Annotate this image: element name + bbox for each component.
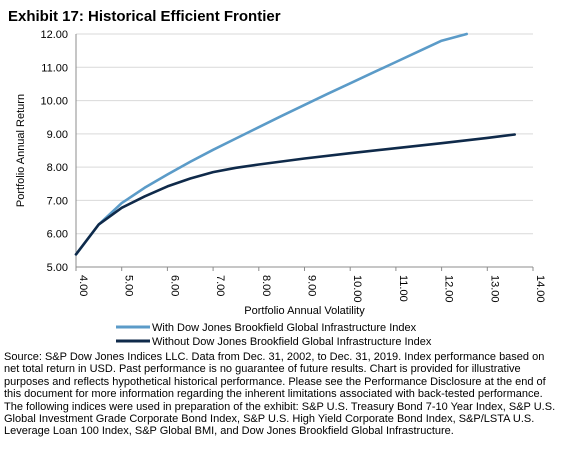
x-tick-label: 7.00	[214, 275, 226, 296]
chart-title: Exhibit 17: Historical Efficient Frontie…	[8, 8, 281, 25]
y-tick-label: 12.00	[40, 29, 68, 41]
x-tick-label: 10.00	[351, 275, 363, 303]
series-lines	[74, 32, 516, 256]
axes	[75, 34, 534, 271]
legend: With Dow Jones Brookfield Global Infrast…	[116, 322, 432, 348]
source-note: Source: S&P Dow Jones Indices LLC. Data …	[4, 351, 556, 438]
x-tick-label: 5.00	[123, 275, 135, 296]
y-tick-label: 11.00	[41, 62, 68, 74]
y-tick-label: 7.00	[47, 195, 68, 207]
x-tick-label: 4.00	[77, 275, 89, 296]
y-tick-label: 5.00	[47, 262, 68, 274]
y-tick-label: 8.00	[47, 162, 68, 174]
tick-labels: 5.00 6.00 7.00 8.00 9.00 10.00 11.00 12.00 4.00 5…	[40, 29, 546, 303]
series-line-2	[74, 133, 516, 256]
x-tick-label: 14.00	[534, 275, 546, 303]
efficient-frontier-chart: 5.00 6.00 7.00 8.00 9.00 10.00 11.00 12.00 4.00 5…	[15, 29, 546, 348]
x-tick-label: 12.00	[443, 275, 455, 303]
x-tick-label: 13.00	[488, 275, 500, 303]
legend-label-2: Without Dow Jones Brookfield Global Infr…	[152, 336, 432, 348]
y-axis-label: Portfolio Annual Return	[15, 94, 27, 207]
y-tick-label: 6.00	[47, 229, 68, 241]
x-tick-label: 9.00	[306, 275, 318, 296]
series-line-1	[74, 32, 468, 256]
gridlines	[76, 33, 533, 268]
y-tick-label: 10.00	[40, 96, 68, 108]
x-tick-label: 6.00	[168, 275, 180, 296]
legend-label-1: With Dow Jones Brookfield Global Infrast…	[152, 322, 417, 334]
y-tick-label: 9.00	[47, 129, 68, 141]
x-tick-label: 11.00	[397, 275, 409, 302]
x-axis-label: Portfolio Annual Volatility	[244, 305, 365, 317]
x-tick-label: 8.00	[260, 275, 272, 296]
